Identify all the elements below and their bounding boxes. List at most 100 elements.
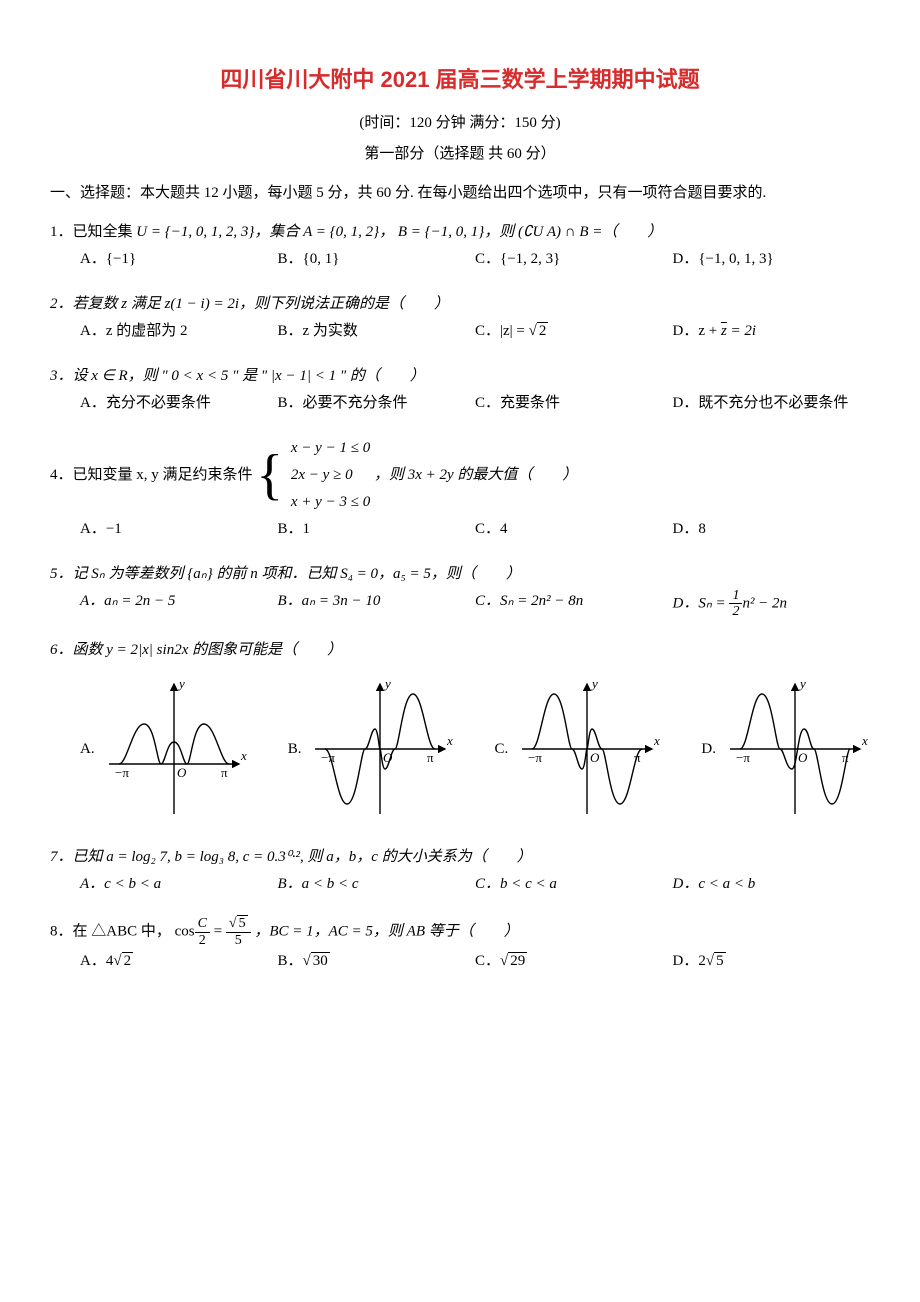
q8-b-rad: 30 [311, 952, 330, 969]
q3-stem: 3．设 x ∈ R，则 " 0 < x < 5 " 是 " |x − 1| < … [50, 368, 425, 384]
origin: O [798, 750, 808, 765]
q2-c-pre: C．|z| = [475, 323, 529, 339]
q3-opt-d: D．既不充分也不必要条件 [673, 390, 871, 417]
q8-stem-mid: ，BC = 1，AC = 5，则 AB 等于（ ） [254, 924, 518, 940]
q8-opt-c: C．√29 [475, 948, 673, 975]
q8-stem-pre: 8．在 △ABC 中， [50, 924, 171, 940]
q8-c-pre: C． [475, 953, 500, 969]
q8-c-rad: 29 [508, 952, 527, 969]
pi: π [427, 750, 434, 765]
q7-opt-b: B．a < b < c [278, 871, 476, 898]
q6-graph-b: B. x y O −π π [288, 674, 456, 824]
q3-opt-b: B．必要不充分条件 [278, 390, 476, 417]
section-head: 第一部分（选择题 共 60 分） [50, 141, 870, 168]
axis-y: y [383, 676, 391, 691]
q8-d-rad: 5 [714, 952, 726, 969]
graph-d-svg: x y O −π π [720, 674, 870, 824]
q6-graphs: A. x y O −π π B. x y O [80, 674, 870, 824]
q5-stem: 5．记 Sₙ 为等差数列 {aₙ} 的前 n 项和．已知 S₄ = 0，a₅ =… [50, 566, 521, 582]
q5-d-post: n² − 2n [742, 595, 787, 611]
neg-pi: −π [736, 750, 750, 765]
pi: π [221, 765, 228, 780]
q8-opt-b: B．√30 [278, 948, 476, 975]
instructions: 一、选择题：本大题共 12 小题，每小题 5 分，共 60 分. 在每小题给出四… [50, 180, 870, 207]
q3-opt-c: C．充要条件 [475, 390, 673, 417]
q7-stem: 7．已知 a = log₂ 7, b = log₃ 8, c = 0.3⁰·²,… [50, 849, 532, 865]
q5-opt-d: D．Sₙ = 12n² − 2n [673, 588, 871, 620]
graph-c-svg: x y O −π π [512, 674, 662, 824]
q1-opt-c: C．{−1, 2, 3} [475, 246, 673, 273]
origin: O [383, 750, 393, 765]
question-1: 1．已知全集 U = {−1, 0, 1, 2, 3}，集合 A = {0, 1… [50, 219, 870, 277]
q2-opt-b: B．z 为实数 [278, 318, 476, 345]
q8-frac2-den: 5 [226, 933, 251, 948]
q8-frac2-rad: 5 [237, 915, 248, 931]
q8-opt-a: A．4√2 [80, 948, 278, 975]
q6-label-a: A. [80, 736, 95, 763]
q5-opt-a: A．aₙ = 2n − 5 [80, 588, 278, 620]
q1-stem-body: U = {−1, 0, 1, 2, 3}，集合 A = {0, 1, 2}， B… [136, 224, 662, 240]
question-8: 8．在 △ABC 中， cosC2 = √55 ，BC = 1，AC = 5，则… [50, 916, 870, 979]
axis-x: x [653, 733, 660, 748]
q4-opt-a: A．−1 [80, 516, 278, 543]
q8-a-rad: 2 [122, 952, 134, 969]
q2-d-post: = 2i [727, 323, 756, 339]
q4-stem-post: ，则 3x + 2y 的最大值（ ） [374, 467, 577, 483]
q5-opt-b: B．aₙ = 3n − 10 [278, 588, 476, 620]
q6-stem: 6．函数 y = 2|x| sin2x 的图象可能是（ ） [50, 642, 342, 658]
question-3: 3．设 x ∈ R，则 " 0 < x < 5 " 是 " |x − 1| < … [50, 363, 870, 421]
question-7: 7．已知 a = log₂ 7, b = log₃ 8, c = 0.3⁰·²,… [50, 844, 870, 902]
q4-opt-c: C．4 [475, 516, 673, 543]
q7-opt-c: C．b < c < a [475, 871, 673, 898]
brace-icon: { [256, 447, 283, 503]
q4-stem-pre: 4．已知变量 x, y 满足约束条件 [50, 467, 253, 483]
q8-d-pre: D．2 [673, 953, 706, 969]
origin: O [590, 750, 600, 765]
time-score: (时间：120 分钟 满分：150 分) [50, 110, 870, 137]
axis-y: y [590, 676, 598, 691]
question-4: 4．已知变量 x, y 满足约束条件 { x − y − 1 ≤ 0 2x − … [50, 435, 870, 547]
q2-c-rad: 2 [537, 322, 549, 339]
question-2: 2．若复数 z 满足 z(1 − i) = 2i，则下列说法正确的是（ ） A．… [50, 291, 870, 349]
q8-frac1-den: 2 [195, 933, 210, 948]
q4-sys3: x + y − 3 ≤ 0 [291, 494, 370, 510]
origin: O [177, 765, 187, 780]
q6-label-c: C. [495, 736, 509, 763]
q4-system: x − y − 1 ≤ 0 2x − y ≥ 0 x + y − 3 ≤ 0 [287, 435, 370, 516]
q1-opt-b: B．{0, 1} [278, 246, 476, 273]
q6-label-b: B. [288, 736, 302, 763]
q5-d-num: 1 [729, 588, 742, 604]
q7-opt-a: A．c < b < a [80, 871, 278, 898]
q1-stem-prefix: 1．已知全集 [50, 224, 133, 240]
q8-b-pre: B． [278, 953, 303, 969]
neg-pi: −π [528, 750, 542, 765]
neg-pi: −π [115, 765, 129, 780]
q1-opt-a: A．{−1} [80, 246, 278, 273]
q4-opt-b: B．1 [278, 516, 476, 543]
q3-opt-a: A．充分不必要条件 [80, 390, 278, 417]
q6-graph-c: C. x y O −π π [495, 674, 663, 824]
q2-stem: 2．若复数 z 满足 z(1 − i) = 2i，则下列说法正确的是（ ） [50, 296, 449, 312]
q6-graph-d: D. x y O −π π [701, 674, 870, 824]
question-6: 6．函数 y = 2|x| sin2x 的图象可能是（ ） A. x y O −… [50, 637, 870, 824]
q8-a-pre: A．4 [80, 953, 113, 969]
graph-a-svg: x y O −π π [99, 674, 249, 824]
axis-x: x [240, 748, 247, 763]
graph-b-svg: x y O −π π [305, 674, 455, 824]
q8-frac2-num: √5 [226, 916, 251, 932]
q1-opt-d: D．{−1, 0, 1, 3} [673, 246, 871, 273]
q6-graph-a: A. x y O −π π [80, 674, 249, 824]
axis-y: y [177, 676, 185, 691]
q5-opt-c: C．Sₙ = 2n² − 8n [475, 588, 673, 620]
q2-opt-a: A．z 的虚部为 2 [80, 318, 278, 345]
q5-d-pre: D．Sₙ = [673, 595, 730, 611]
axis-x: x [446, 733, 453, 748]
axis-y: y [798, 676, 806, 691]
q8-opt-d: D．2√5 [673, 948, 871, 975]
q4-sys2: 2x − y ≥ 0 [291, 467, 353, 483]
q2-opt-c: C．|z| = √2 [475, 318, 673, 345]
q6-label-d: D. [701, 736, 716, 763]
q4-opt-d: D．8 [673, 516, 871, 543]
q5-d-den: 2 [729, 604, 742, 619]
page-title: 四川省川大附中 2021 届高三数学上学期期中试题 [50, 60, 870, 100]
